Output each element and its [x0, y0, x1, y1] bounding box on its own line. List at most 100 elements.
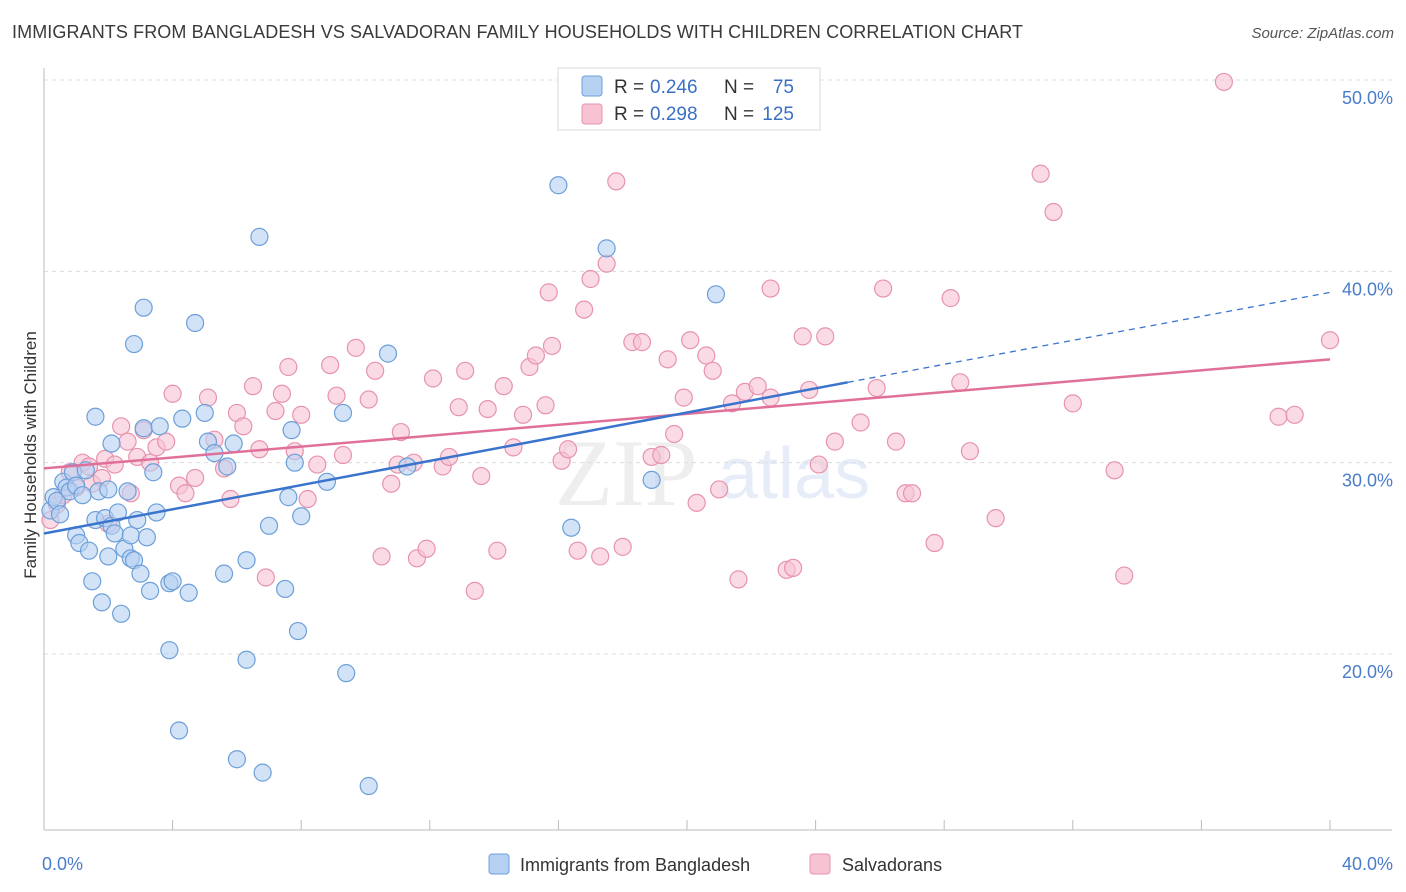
point-salvadorans: [867, 378, 886, 398]
point-salvadorans: [333, 445, 353, 465]
point-bangladesh: [597, 239, 616, 258]
legend-swatch-blue: [581, 75, 603, 97]
point-bangladesh: [112, 604, 131, 623]
point-bangladesh: [134, 298, 153, 317]
point-bangladesh: [134, 419, 153, 438]
point-bangladesh: [131, 564, 150, 583]
legend-swatch-pink: [581, 103, 603, 125]
point-salvadorans: [513, 405, 533, 424]
point-bangladesh: [118, 482, 137, 501]
point-salvadorans: [591, 547, 610, 566]
point-bangladesh: [237, 650, 256, 669]
point-bangladesh: [224, 434, 243, 453]
point-salvadorans: [478, 399, 497, 419]
point-bangladesh: [227, 750, 246, 769]
point-salvadorans: [793, 327, 812, 346]
point-salvadorans: [298, 489, 317, 509]
legend-n-label-pink: N =: [724, 104, 754, 125]
point-bangladesh: [163, 572, 182, 591]
axes: [43, 68, 1392, 831]
point-bangladesh: [92, 593, 111, 612]
point-salvadorans: [327, 386, 346, 405]
point-salvadorans: [783, 558, 803, 578]
point-salvadorans: [658, 350, 677, 369]
y-tick-label: 50.0%: [1342, 88, 1393, 108]
point-salvadorans: [112, 417, 131, 436]
point-salvadorans: [465, 581, 484, 600]
point-bangladesh: [195, 403, 214, 423]
watermark-atlas: atlas: [718, 434, 870, 514]
point-bangladesh: [99, 547, 118, 566]
point-salvadorans: [652, 445, 671, 465]
point-bangladesh: [102, 434, 121, 453]
point-salvadorans: [234, 417, 253, 436]
tick-labels: 20.0% 30.0% 40.0% 50.0% 0.0% 40.0%: [42, 88, 1393, 874]
point-bangladesh: [160, 641, 179, 660]
point-bangladesh: [186, 313, 205, 333]
point-salvadorans: [198, 388, 218, 407]
point-salvadorans: [851, 413, 870, 432]
trend-lines: [43, 291, 1331, 535]
point-salvadorans: [951, 373, 970, 392]
point-bangladesh: [359, 776, 378, 796]
point-salvadorans: [539, 283, 558, 302]
point-bangladesh: [140, 581, 160, 600]
point-bangladesh: [150, 417, 169, 436]
point-salvadorans: [423, 369, 443, 388]
point-salvadorans: [674, 388, 693, 407]
point-salvadorans: [1214, 72, 1234, 92]
point-bangladesh: [173, 409, 192, 428]
point-bangladesh: [288, 621, 308, 641]
point-bangladesh: [144, 463, 163, 482]
point-salvadorans: [925, 533, 944, 553]
point-salvadorans: [346, 338, 365, 357]
x-tick-label: 40.0%: [1342, 854, 1393, 874]
point-bangladesh: [73, 486, 92, 505]
point-salvadorans: [986, 509, 1005, 528]
point-salvadorans: [1105, 461, 1124, 480]
point-salvadorans: [761, 279, 780, 298]
point-salvadorans: [809, 455, 828, 474]
point-salvadorans: [243, 377, 263, 396]
point-salvadorans: [1044, 202, 1063, 222]
point-salvadorans: [359, 390, 378, 409]
point-bangladesh: [549, 176, 568, 195]
point-bangladesh: [99, 480, 118, 499]
point-salvadorans: [157, 432, 176, 451]
point-bangladesh: [237, 551, 256, 570]
point-salvadorans: [256, 568, 275, 587]
y-tick-label: 20.0%: [1342, 662, 1393, 682]
point-bangladesh: [121, 526, 140, 545]
bottom-legend-swatch-pink: [809, 853, 831, 875]
point-salvadorans: [1031, 164, 1050, 183]
point-salvadorans: [597, 254, 616, 273]
point-salvadorans: [382, 474, 401, 493]
point-salvadorans: [665, 424, 684, 444]
point-bangladesh: [706, 285, 726, 304]
point-salvadorans: [710, 480, 729, 499]
point-bangladesh: [179, 583, 198, 602]
point-salvadorans: [1115, 566, 1134, 585]
point-salvadorans: [558, 440, 578, 459]
series-legend: Immigrants from Bangladesh Salvadorans: [488, 853, 942, 875]
point-bangladesh: [642, 470, 661, 489]
point-salvadorans: [526, 346, 545, 365]
y-tick-label: 30.0%: [1342, 471, 1393, 491]
point-bangladesh: [562, 518, 581, 537]
point-salvadorans: [816, 327, 835, 346]
point-salvadorans: [902, 484, 922, 503]
series-bangladesh: [41, 176, 726, 796]
legend-n-value-pink: 125: [762, 104, 794, 125]
point-salvadorans: [321, 355, 340, 375]
bottom-legend-label-blue: Immigrants from Bangladesh: [520, 855, 750, 875]
legend-r-value-blue: 0.246: [650, 77, 698, 98]
point-salvadorans: [1269, 407, 1288, 426]
point-salvadorans: [581, 269, 600, 289]
point-salvadorans: [613, 537, 632, 556]
point-bangladesh: [108, 503, 128, 522]
legend-r-label-pink: R =: [614, 104, 644, 125]
legend-n-value-blue: 75: [773, 77, 794, 98]
point-salvadorans: [366, 361, 385, 380]
point-salvadorans: [456, 361, 475, 380]
point-salvadorans: [542, 336, 562, 356]
